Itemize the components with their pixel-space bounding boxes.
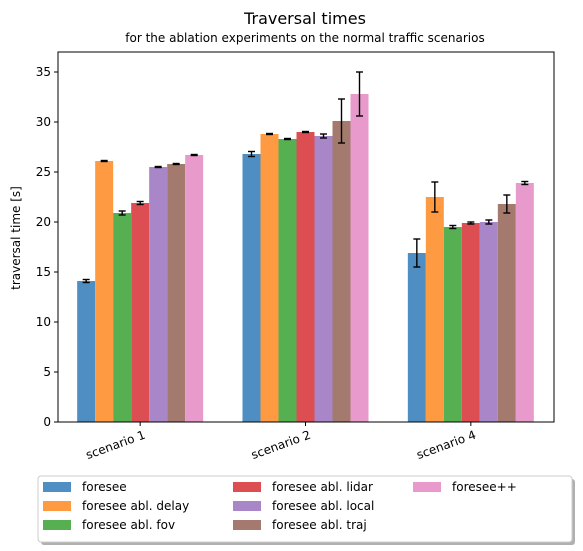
bar	[497, 204, 516, 422]
legend-items: foresee foresee abl. delay foresee abl. fo…	[43, 480, 517, 532]
legend-label: foresee abl. fov	[82, 518, 175, 532]
y-axis-label: traversal time [s]	[9, 186, 23, 290]
legend-label: foresee++	[452, 480, 517, 494]
bar	[407, 253, 426, 422]
bar	[296, 132, 315, 422]
bar	[425, 197, 444, 422]
legend-frame	[37, 475, 573, 543]
legend-label: foresee abl. lidar	[272, 480, 373, 494]
legend: foresee foresee abl. delay foresee abl. fo…	[37, 475, 575, 545]
bar	[278, 139, 297, 422]
y-tick-label: 5	[43, 365, 51, 379]
bar	[77, 281, 96, 422]
bar	[167, 164, 186, 422]
legend-swatch	[233, 482, 261, 492]
chart-subtitle: for the ablation experiments on the norm…	[125, 31, 484, 45]
legend-label: foresee abl. local	[272, 499, 374, 513]
y-tick-label: 0	[43, 415, 51, 429]
bar	[185, 155, 204, 422]
bar	[149, 167, 168, 422]
y-tick-label: 20	[36, 215, 51, 229]
bar	[515, 183, 534, 422]
x-tick-label: scenario 1	[84, 428, 147, 462]
y-tick-label: 25	[36, 165, 51, 179]
bar	[332, 121, 351, 422]
y-axis: 0 5 10 15 20 25 30 35	[36, 65, 58, 429]
bar	[113, 213, 132, 422]
legend-swatch	[43, 520, 71, 530]
x-axis: scenario 1 scenario 2 scenario 4	[84, 422, 478, 462]
bar	[479, 222, 498, 422]
y-tick-label: 10	[36, 315, 51, 329]
y-tick-label: 30	[36, 115, 51, 129]
legend-label: foresee abl. traj	[272, 518, 367, 532]
legend-label: foresee	[82, 480, 127, 494]
legend-swatch	[43, 501, 71, 511]
legend-label: foresee abl. delay	[82, 499, 189, 513]
bar	[242, 154, 261, 422]
legend-swatch	[43, 482, 71, 492]
bar	[350, 94, 369, 422]
legend-swatch	[233, 501, 261, 511]
bar	[131, 203, 150, 422]
error-bars-layer	[82, 71, 529, 284]
y-tick-label: 35	[36, 65, 51, 79]
x-tick-label: scenario 2	[249, 428, 312, 462]
chart-title: Traversal times	[243, 9, 366, 28]
bar	[314, 136, 333, 422]
y-tick-label: 15	[36, 265, 51, 279]
bar	[95, 161, 114, 422]
bar	[461, 223, 480, 422]
legend-swatch	[413, 482, 441, 492]
bar	[260, 134, 279, 422]
plot-frame	[57, 51, 555, 423]
legend-swatch	[233, 520, 261, 530]
bars-layer	[77, 94, 534, 422]
bar	[443, 227, 462, 422]
x-tick-label: scenario 4	[415, 428, 478, 462]
